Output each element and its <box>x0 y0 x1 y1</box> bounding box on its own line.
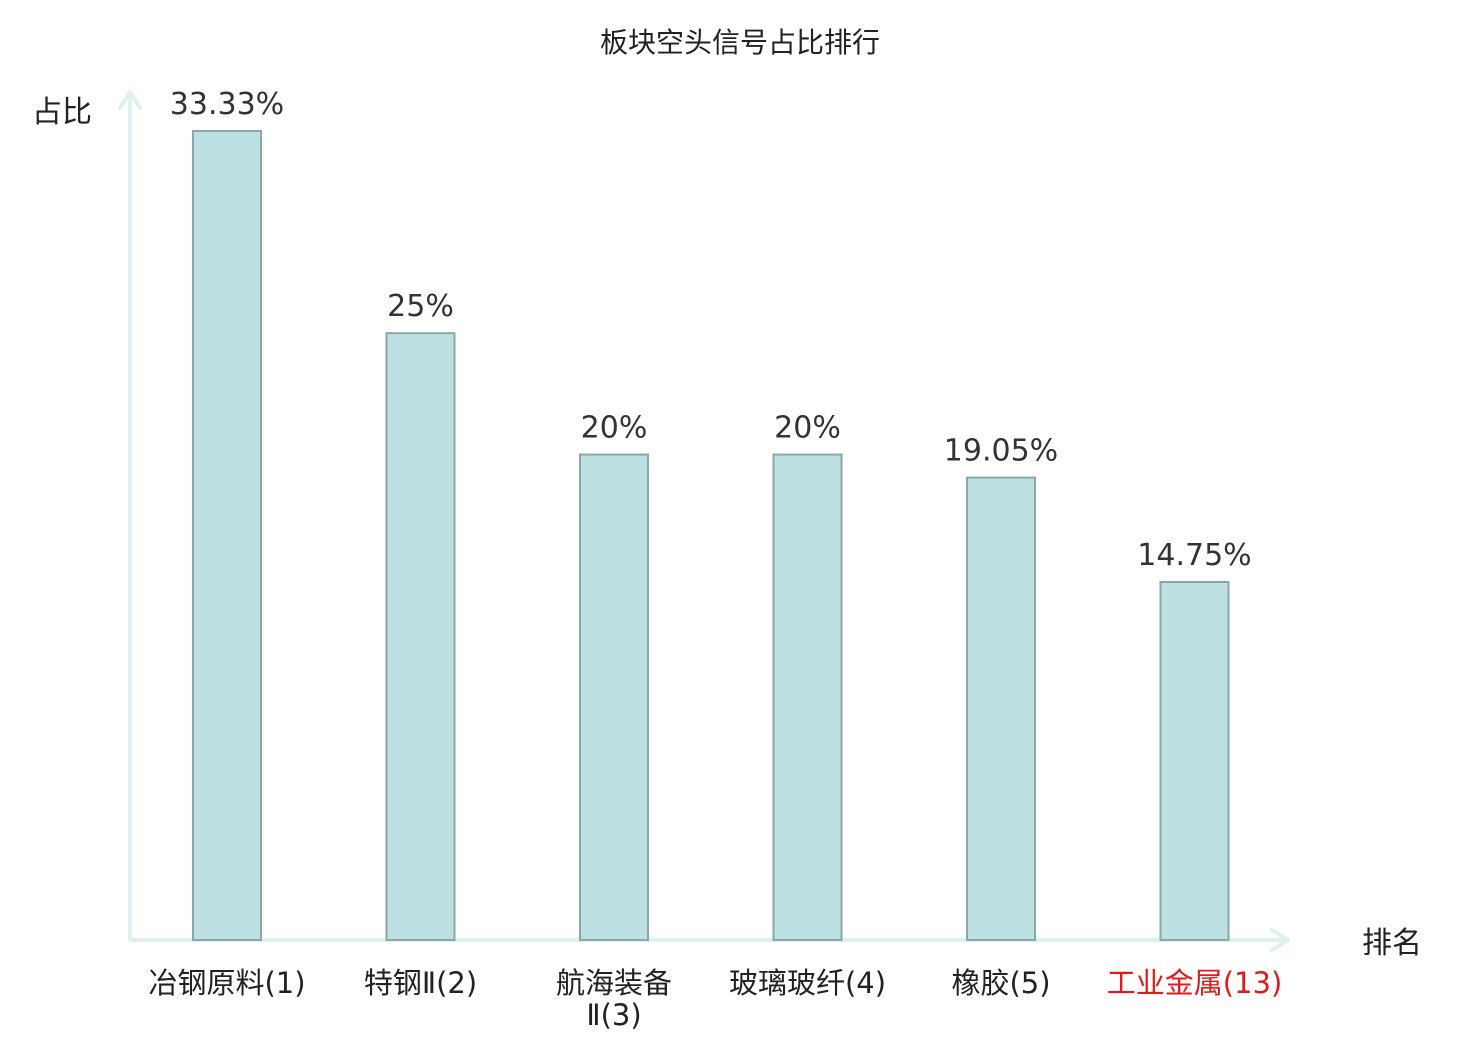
category-label-3-line-1: 航海装备 <box>556 966 672 1000</box>
category-label-3: 航海装备 Ⅱ(3) <box>556 966 672 1032</box>
y-axis-arrow <box>118 90 142 110</box>
category-label-2: 特钢Ⅱ(2) <box>364 966 477 1000</box>
x-axis-label: 排名 <box>1362 926 1422 961</box>
bar-3 <box>579 453 649 941</box>
category-label-5: 橡胶(5) <box>951 966 1050 1000</box>
value-label-4: 20% <box>774 411 841 446</box>
category-label-4-line-1: 玻璃玻纤(4) <box>729 966 886 1000</box>
value-label-2: 25% <box>387 289 454 324</box>
category-label-5-line-1: 橡胶(5) <box>951 966 1050 1000</box>
category-label-3-line-2: Ⅱ(3) <box>586 998 641 1032</box>
bar-5 <box>966 476 1036 941</box>
bar-1 <box>192 130 262 941</box>
category-label-4: 玻璃玻纤(4) <box>729 966 886 1000</box>
category-label-2-line-1: 特钢Ⅱ(2) <box>364 966 477 1000</box>
category-label-1-line-1: 冶钢原料(1) <box>148 966 305 1000</box>
chart-title: 板块空头信号占比排行 <box>600 26 880 59</box>
category-label-1: 冶钢原料(1) <box>148 966 305 1000</box>
value-label-3: 20% <box>581 411 648 446</box>
value-label-6: 14.75% <box>1137 538 1251 573</box>
value-labels: 33.33% 25% 20% 20% 19.05% 14.75% <box>170 87 1252 573</box>
bar-4 <box>772 453 843 941</box>
bars <box>192 130 1230 941</box>
category-label-6-line-1: 工业金属(13) <box>1107 966 1283 1000</box>
category-labels: 冶钢原料(1) 特钢Ⅱ(2) 航海装备 Ⅱ(3) 玻璃玻纤(4) 橡胶(5) 工业金属(13… <box>148 966 1282 1032</box>
value-label-1: 33.33% <box>170 87 284 122</box>
value-label-5: 19.05% <box>944 434 1058 469</box>
bar-6 <box>1159 580 1230 941</box>
bar-2 <box>385 332 456 941</box>
y-axis-label: 占比 <box>32 95 92 130</box>
x-axis-arrow <box>1270 928 1290 952</box>
category-label-6: 工业金属(13) <box>1107 966 1283 1000</box>
